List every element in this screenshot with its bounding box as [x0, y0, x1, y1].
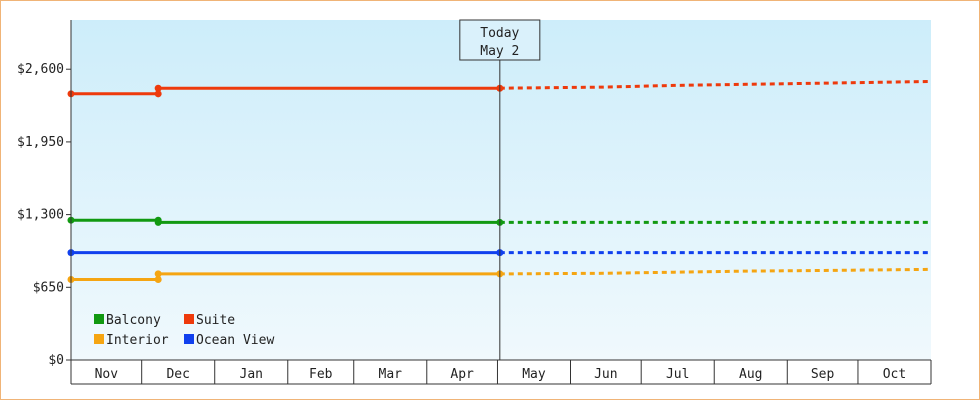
x-tick-label: Apr — [450, 367, 474, 382]
x-tick-label: Sep — [811, 367, 835, 382]
legend-label: Balcony — [106, 313, 161, 328]
legend: Balcony Suite Interior Ocean View — [94, 313, 274, 348]
legend-item: Ocean View — [184, 333, 274, 348]
x-axis-ticks: Nov Dec Jan Feb Mar Apr May Jun Jul Aug Sep Oct — [70, 360, 932, 384]
y-tick-label: $2,600 — [17, 62, 64, 77]
legend-swatch — [94, 334, 104, 344]
plot-area — [71, 20, 931, 360]
series-forecast-line — [499, 80, 929, 90]
legend-swatch — [184, 314, 194, 324]
today-marker: Today May 2 — [459, 19, 541, 360]
x-tick-label: Mar — [379, 367, 403, 382]
x-tick-label: Jun — [594, 367, 617, 382]
data-point — [154, 218, 162, 226]
data-point — [154, 90, 162, 98]
x-tick-label: Feb — [309, 367, 333, 382]
series-forecast-line — [499, 267, 929, 276]
y-tick-label: $650 — [33, 280, 64, 295]
x-tick-label: May — [522, 367, 546, 382]
x-tick-label: Jul — [666, 367, 689, 382]
series-interior — [67, 267, 929, 283]
legend-item: Interior — [94, 333, 169, 348]
data-point — [154, 84, 162, 92]
data-point — [154, 275, 162, 283]
series-balcony — [67, 216, 929, 226]
series-layer — [67, 80, 929, 283]
today-date-label: May 2 — [480, 44, 519, 59]
legend-item: Balcony — [94, 313, 161, 328]
legend-label: Ocean View — [196, 333, 274, 348]
x-tick-label: Aug — [739, 367, 762, 382]
today-label: Today — [480, 26, 519, 41]
legend-item: Suite — [184, 313, 235, 328]
today-label-box — [459, 19, 541, 61]
legend-label: Suite — [196, 313, 235, 328]
legend-swatch — [94, 314, 104, 324]
x-tick-label: Jan — [240, 367, 263, 382]
y-tick-label: $1,300 — [17, 208, 64, 223]
x-tick-label: Dec — [166, 367, 189, 382]
y-tick-label: $1,950 — [17, 135, 64, 150]
legend-swatch — [184, 334, 194, 344]
y-axis-ticks: $0 $650 $1,300 $1,950 $2,600 — [17, 62, 71, 368]
data-point — [154, 270, 162, 278]
x-tick-label: Oct — [883, 367, 906, 382]
legend-label: Interior — [106, 333, 169, 348]
y-tick-label: $0 — [48, 353, 64, 368]
x-tick-label: Nov — [95, 367, 119, 382]
